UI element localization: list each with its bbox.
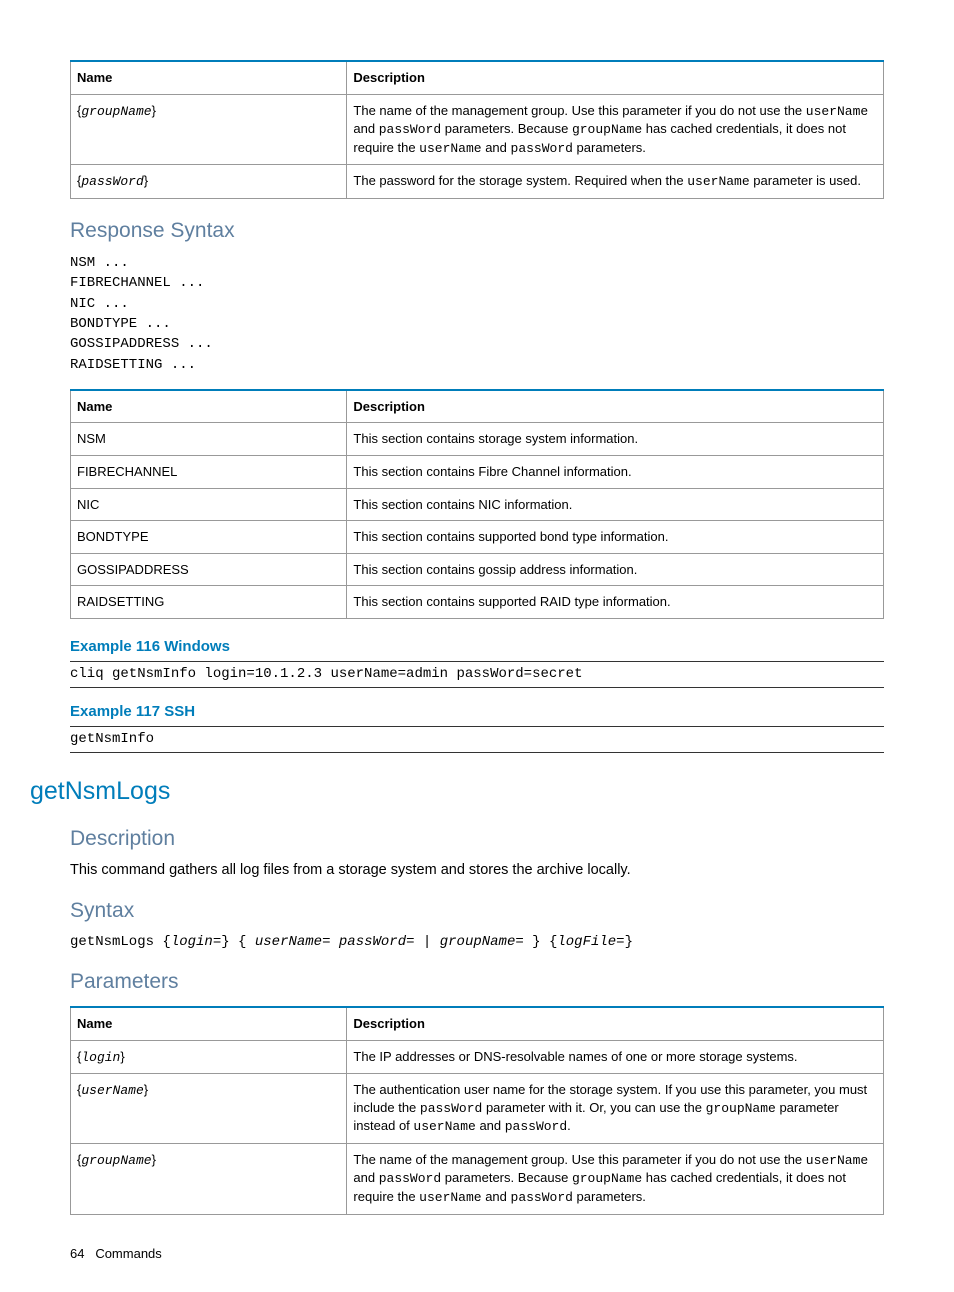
- th-name: Name: [71, 1007, 347, 1040]
- field-desc: This section contains NIC information.: [347, 488, 884, 521]
- page-footer: 64 Commands: [70, 1245, 884, 1263]
- description-heading: Description: [70, 825, 884, 853]
- table-row: {passWord} The password for the storage …: [71, 165, 884, 199]
- param-name: {groupName}: [71, 94, 347, 165]
- field-name: NIC: [71, 488, 347, 521]
- parameters-table-bottom: Name Description {login} The IP addresse…: [70, 1006, 884, 1214]
- table-row: {groupName} The name of the management g…: [71, 1143, 884, 1214]
- th-desc: Description: [347, 61, 884, 94]
- parameters-table-top: Name Description {groupName} The name of…: [70, 60, 884, 199]
- param-name: {passWord}: [71, 165, 347, 199]
- example-117-code: getNsmInfo: [70, 726, 884, 753]
- table-row: RAIDSETTINGThis section contains support…: [71, 586, 884, 619]
- param-desc: The name of the management group. Use th…: [347, 1143, 884, 1214]
- getnsmlogs-heading: getNsmLogs: [30, 775, 884, 809]
- field-name: GOSSIPADDRESS: [71, 553, 347, 586]
- table-row: FIBRECHANNELThis section contains Fibre …: [71, 455, 884, 488]
- field-desc: This section contains supported RAID typ…: [347, 586, 884, 619]
- param-desc: The name of the management group. Use th…: [347, 94, 884, 165]
- page-number: 64: [70, 1246, 84, 1261]
- footer-label: Commands: [95, 1246, 161, 1261]
- table-row: {login} The IP addresses or DNS-resolvab…: [71, 1040, 884, 1074]
- example-117-heading: Example 117 SSH: [70, 702, 884, 722]
- table-row: BONDTYPEThis section contains supported …: [71, 521, 884, 554]
- table-row: NICThis section contains NIC information…: [71, 488, 884, 521]
- example-116-heading: Example 116 Windows: [70, 637, 884, 657]
- response-syntax-code: NSM ... FIBRECHANNEL ... NIC ... BONDTYP…: [70, 253, 884, 375]
- param-desc: The authentication user name for the sto…: [347, 1074, 884, 1144]
- param-name: {groupName}: [71, 1143, 347, 1214]
- field-name: FIBRECHANNEL: [71, 455, 347, 488]
- description-text: This command gathers all log files from …: [70, 861, 884, 881]
- table-row: NSMThis section contains storage system …: [71, 423, 884, 456]
- field-name: NSM: [71, 423, 347, 456]
- table-row: {groupName} The name of the management g…: [71, 94, 884, 165]
- param-name: {userName}: [71, 1074, 347, 1144]
- response-syntax-heading: Response Syntax: [70, 217, 884, 245]
- param-name: {login}: [71, 1040, 347, 1074]
- parameters-heading: Parameters: [70, 968, 884, 996]
- field-desc: This section contains storage system inf…: [347, 423, 884, 456]
- param-desc: The IP addresses or DNS-resolvable names…: [347, 1040, 884, 1074]
- example-116-code: cliq getNsmInfo login=10.1.2.3 userName=…: [70, 661, 884, 688]
- syntax-heading: Syntax: [70, 897, 884, 925]
- field-desc: This section contains supported bond typ…: [347, 521, 884, 554]
- field-name: BONDTYPE: [71, 521, 347, 554]
- th-desc: Description: [347, 390, 884, 423]
- th-name: Name: [71, 390, 347, 423]
- th-name: Name: [71, 61, 347, 94]
- table-row: {userName} The authentication user name …: [71, 1074, 884, 1144]
- field-name: RAIDSETTING: [71, 586, 347, 619]
- field-desc: This section contains Fibre Channel info…: [347, 455, 884, 488]
- field-desc: This section contains gossip address inf…: [347, 553, 884, 586]
- syntax-code: getNsmLogs {login=} { userName= passWord…: [70, 933, 884, 952]
- table-row: GOSSIPADDRESSThis section contains gossi…: [71, 553, 884, 586]
- th-desc: Description: [347, 1007, 884, 1040]
- response-fields-table: Name Description NSMThis section contain…: [70, 389, 884, 619]
- param-desc: The password for the storage system. Req…: [347, 165, 884, 199]
